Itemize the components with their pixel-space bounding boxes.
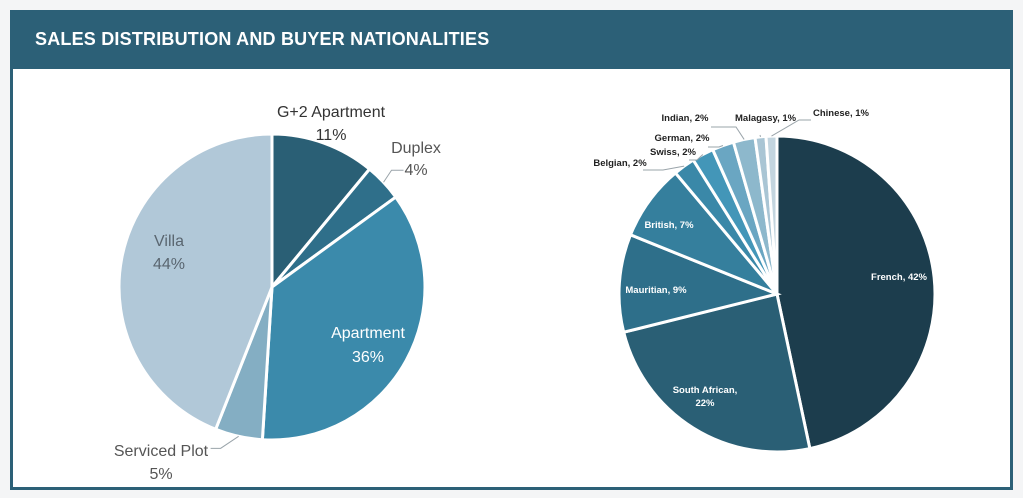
leader-chinese-1 [771,119,811,137]
label-villa: Villa [154,233,184,250]
label-german-2: German, 2% [655,133,710,144]
label-duplex: Duplex [391,140,441,157]
value-serviced-plot: 5% [149,466,172,483]
buyer-nationalities-pie: French, 42% South African, 22% Mauritian, 9… [593,108,937,454]
label-french: French, 42% [871,272,928,283]
label-serviced-plot: Serviced Plot [114,443,209,460]
panel-header: SALES DISTRIBUTION AND BUYER NATIONALITI… [13,13,1010,69]
charts-canvas: G+2 Apartment 11% Duplex 4% Apartment 36% Serv… [114,104,937,483]
leader-indian-2 [711,126,745,140]
value-south-african: 22% [695,398,715,409]
value-g2-apartment: 11% [316,127,347,144]
sales-distribution-pie: G+2 Apartment 11% Duplex 4% Apartment 36% Serv… [114,104,441,483]
slice-french-42 [775,134,937,451]
label-chinese-1: Chinese, 1% [813,108,870,119]
label-apartment: Apartment [331,325,405,342]
slice-mauritian-9 [617,232,782,335]
label-indian-2: Indian, 2% [662,113,710,124]
label-south-african: South African, [673,385,738,396]
label-g2-apartment: G+2 Apartment [277,104,386,121]
leader-german-2 [708,145,724,148]
label-malagasy-1: Malagasy, 1% [735,113,797,124]
value-duplex: 4% [404,162,427,179]
dashboard-panel: SALES DISTRIBUTION AND BUYER NATIONALITI… [10,10,1013,490]
label-swiss-2: Swiss, 2% [650,147,696,158]
slice-g-2-apartment [270,132,372,292]
slice-south-african [621,292,812,454]
slice-villa [117,132,274,432]
label-british: British, 7% [644,220,694,231]
label-belgian-2: Belgian, 2% [593,158,647,169]
leader-duplex [383,169,404,183]
value-apartment: 36% [352,349,384,366]
slice-apartment [260,194,427,442]
leader-serviced-plot [210,435,239,449]
slice-chinese-1 [764,134,779,295]
leader-swiss-2 [689,154,704,161]
page-title: SALES DISTRIBUTION AND BUYER NATIONALITI… [35,29,490,49]
value-villa: 44% [153,256,185,273]
leader-belgian-2 [643,165,685,171]
label-mauritian: Mauritian, 9% [625,285,687,296]
